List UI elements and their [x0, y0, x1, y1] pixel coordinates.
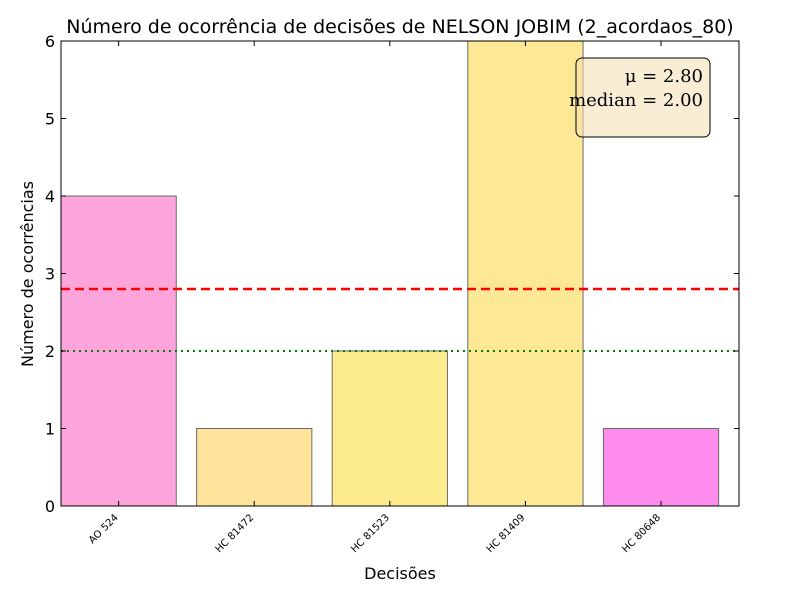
x-axis-label: Decisões [364, 564, 436, 583]
bar-hc-81523 [331, 350, 448, 507]
y-tick-labels: 0 1 2 3 4 5 6 [45, 32, 55, 516]
bars-layer [60, 40, 720, 507]
x-tick-labels: AO 524 HC 81472 HC 81523 HC 81409 HC 80648 [87, 512, 663, 555]
stats-box: μ = 2.80 median = 2.00 [569, 57, 711, 138]
median-stat-text: median = 2.00 [569, 90, 703, 111]
y-tick-label: 4 [45, 187, 55, 206]
mean-stat-text: μ = 2.80 [625, 66, 703, 87]
bar-hc-81472 [196, 428, 313, 507]
reference-lines [61, 287, 739, 352]
bar-hc-80648 [602, 428, 720, 507]
y-tick-label: 0 [45, 497, 55, 516]
y-tick-label: 3 [45, 265, 55, 284]
x-tick-label: HC 81523 [349, 512, 392, 555]
x-tick-label: HC 80648 [620, 512, 663, 555]
y-tick-label: 1 [45, 420, 55, 439]
axis-ticks [61, 40, 739, 507]
x-tick-label: HC 81472 [214, 512, 257, 555]
stats-box-background [575, 57, 711, 138]
y-tick-label: 2 [45, 342, 55, 361]
y-tick-label: 5 [45, 110, 55, 129]
bar-hc-81409 [467, 40, 584, 507]
x-tick-label: HC 81409 [485, 512, 528, 555]
y-tick-label: 6 [45, 32, 55, 51]
x-tick-label: AO 524 [87, 512, 121, 546]
chart-title: Número de ocorrência de decisões de NELS… [66, 16, 733, 38]
y-axis-label: Número de ocorrências [18, 181, 37, 367]
